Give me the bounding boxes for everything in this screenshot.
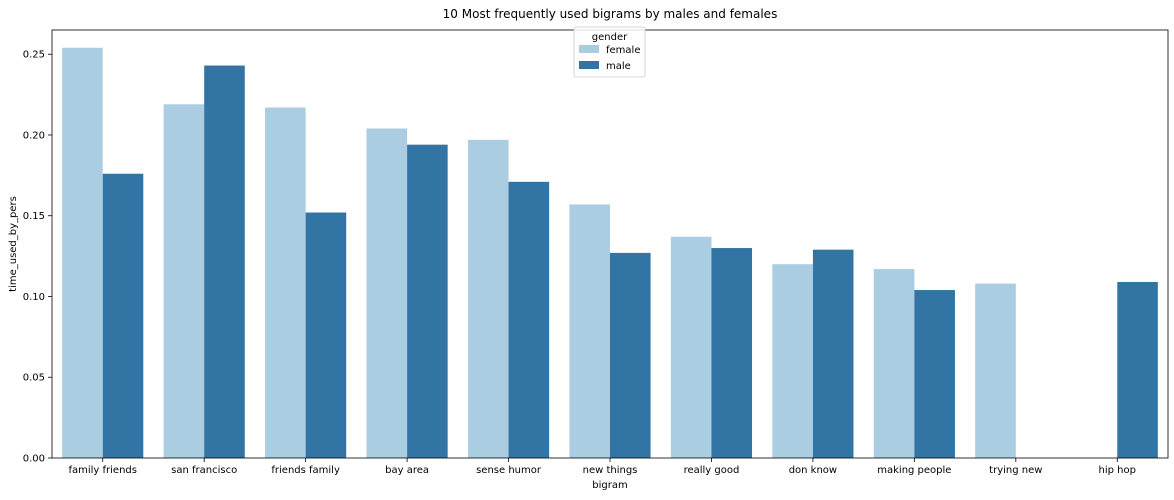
- x-axis-label: bigram: [592, 480, 627, 491]
- bar-male-new-things: [610, 252, 651, 458]
- bar-female-new-things: [569, 204, 610, 458]
- bar-female-sense-humor: [467, 139, 509, 458]
- bar-female-family-friends: [62, 47, 103, 458]
- x-tick-label: new things: [583, 465, 638, 476]
- y-tick-label: 0.00: [23, 454, 45, 465]
- bar-female-trying-new: [975, 283, 1016, 458]
- x-tick-label: hip hop: [1099, 465, 1136, 476]
- x-tick-label: friends family: [271, 465, 340, 476]
- legend-label-female: female: [606, 45, 640, 56]
- bar-male-hip-hop: [1117, 281, 1158, 458]
- x-axis-ticks: family friends san francisco friends famil…: [68, 458, 1136, 476]
- bar-male-friends-family: [305, 212, 347, 458]
- y-axis-label: time_used_by_pers: [8, 196, 19, 292]
- bar-male-sense-humor: [508, 181, 550, 459]
- legend-swatch-male: [579, 61, 599, 69]
- x-tick-label: sense humor: [476, 465, 542, 476]
- bar-male-really-good: [711, 248, 753, 458]
- chart-title: 10 Most frequently used bigrams by males…: [443, 7, 778, 21]
- y-tick-label: 0.20: [23, 130, 45, 141]
- y-tick-label: 0.05: [23, 373, 45, 384]
- x-tick-label: bay area: [385, 465, 429, 476]
- legend: gender female male: [573, 26, 646, 78]
- bar-male-making-people: [914, 290, 955, 458]
- bar-male-bay-area: [407, 144, 448, 458]
- legend-label-male: male: [606, 61, 631, 72]
- x-tick-label: san francisco: [171, 465, 237, 476]
- bar-female-san-francisco: [163, 104, 205, 458]
- y-tick-label: 0.15: [23, 211, 45, 222]
- bar-male-don-know: [812, 249, 854, 458]
- x-tick-label: really good: [684, 465, 740, 476]
- x-tick-label: trying new: [989, 465, 1042, 476]
- x-tick-label: family friends: [68, 465, 137, 476]
- bar-female-really-good: [670, 236, 712, 458]
- bar-female-making-people: [873, 269, 915, 458]
- y-tick-label: 0.10: [23, 292, 45, 303]
- bar-male-family-friends: [102, 173, 144, 458]
- bar-female-bay-area: [366, 128, 408, 458]
- bar-male-san-francisco: [204, 65, 245, 458]
- bars-group: [62, 47, 1158, 459]
- y-tick-label: 0.25: [23, 50, 45, 61]
- y-axis-ticks: 0.00 0.05 0.10 0.15 0.20 0.25: [23, 50, 52, 465]
- legend-title: gender: [592, 32, 628, 43]
- x-tick-label: don know: [789, 465, 837, 476]
- legend-swatch-female: [579, 45, 599, 53]
- bar-female-friends-family: [265, 107, 306, 458]
- bar-female-don-know: [772, 264, 813, 458]
- x-tick-label: making people: [877, 465, 951, 476]
